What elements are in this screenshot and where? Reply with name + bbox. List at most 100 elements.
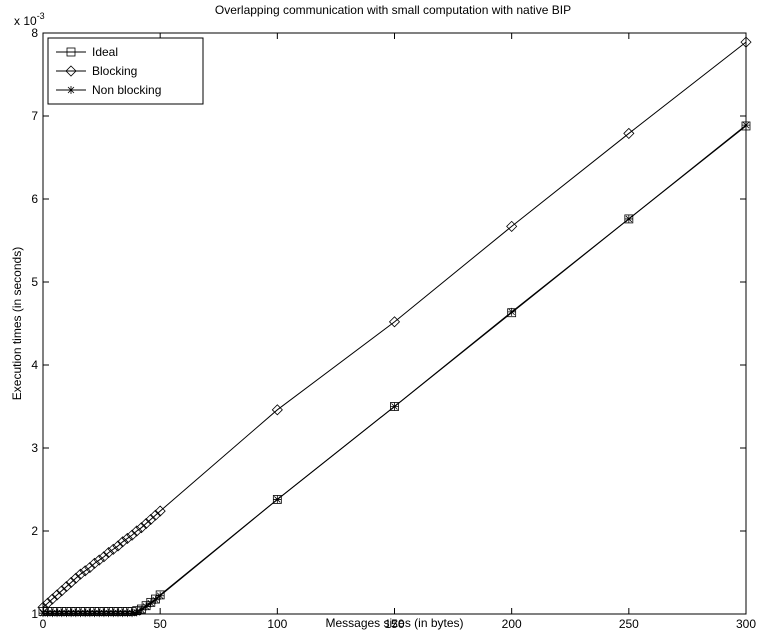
data-point-non-blocking bbox=[67, 609, 76, 618]
x-tick-label: 0 bbox=[40, 617, 47, 630]
data-point-non-blocking bbox=[99, 609, 108, 618]
data-point-non-blocking bbox=[151, 595, 160, 604]
data-point-non-blocking bbox=[57, 609, 66, 618]
data-point-blocking bbox=[98, 551, 110, 563]
data-point-non-blocking bbox=[128, 609, 137, 618]
legend-marker-blocking bbox=[65, 65, 77, 77]
series-line-non-blocking bbox=[43, 124, 747, 614]
data-point-non-blocking bbox=[71, 609, 80, 618]
legend-label-blocking: Blocking bbox=[92, 64, 137, 78]
data-point-blocking bbox=[42, 597, 54, 609]
series-blocking bbox=[37, 36, 752, 613]
data-point-blocking bbox=[154, 505, 166, 517]
data-point-non-blocking bbox=[146, 599, 155, 608]
data-point-blocking bbox=[388, 316, 401, 328]
x-tick-label: 50 bbox=[153, 617, 167, 630]
axis-ticks: 0 50 100 150 200 250 300 1 2 3 4 5 6 7 8 bbox=[31, 26, 756, 630]
data-point-non-blocking bbox=[76, 609, 85, 618]
plot-area bbox=[42, 32, 747, 615]
y-tick-label: 2 bbox=[31, 524, 38, 538]
data-point-blocking bbox=[84, 561, 96, 574]
y-tick-label: 3 bbox=[31, 441, 38, 455]
data-point-non-blocking bbox=[624, 214, 633, 223]
data-point-non-blocking bbox=[142, 602, 151, 611]
series-line-ideal bbox=[43, 125, 747, 613]
data-point-non-blocking bbox=[742, 121, 750, 130]
y-tick-label: 5 bbox=[31, 275, 38, 289]
data-point-blocking bbox=[103, 547, 115, 559]
legend-item-ideal: Ideal bbox=[56, 45, 118, 59]
data-point-non-blocking bbox=[507, 307, 516, 316]
data-point-blocking bbox=[93, 554, 105, 566]
data-point-blocking bbox=[65, 576, 77, 589]
data-point-blocking bbox=[117, 536, 129, 548]
legend-item-blocking: Blocking bbox=[56, 64, 137, 78]
data-point-non-blocking bbox=[113, 609, 122, 618]
data-point-blocking bbox=[112, 540, 124, 552]
data-point-blocking bbox=[70, 572, 82, 584]
x-tick-label: 150 bbox=[384, 617, 404, 630]
x-tick-label: 200 bbox=[502, 617, 522, 630]
series-layer bbox=[37, 36, 752, 618]
data-point-non-blocking bbox=[132, 608, 141, 617]
y-exponent-label: x 10-3 bbox=[14, 11, 45, 28]
data-point-blocking bbox=[740, 36, 752, 48]
data-point-non-blocking bbox=[39, 609, 47, 618]
data-point-non-blocking bbox=[43, 609, 52, 618]
data-point-blocking bbox=[140, 517, 152, 530]
data-point-blocking bbox=[623, 127, 635, 139]
y-tick-label: 7 bbox=[31, 109, 38, 123]
data-point-non-blocking bbox=[95, 609, 104, 618]
data-point-blocking bbox=[506, 220, 518, 232]
data-point-non-blocking bbox=[81, 609, 90, 618]
data-point-blocking bbox=[60, 581, 72, 593]
y-tick-label: 6 bbox=[31, 192, 38, 206]
x-tick-label: 100 bbox=[267, 617, 287, 630]
data-point-blocking bbox=[74, 568, 87, 580]
data-point-blocking bbox=[135, 522, 147, 534]
data-point-non-blocking bbox=[109, 609, 118, 618]
legend-marker-non-blocking bbox=[67, 86, 75, 94]
y-tick-label: 1 bbox=[31, 607, 38, 621]
series-non-blocking bbox=[39, 121, 750, 618]
y-exponent-base: x 10 bbox=[14, 14, 37, 28]
data-point-non-blocking bbox=[137, 605, 146, 614]
data-point-non-blocking bbox=[90, 609, 99, 618]
data-point-blocking bbox=[271, 404, 283, 416]
y-tick-label: 8 bbox=[31, 26, 38, 40]
y-axis-label: Execution times (in seconds) bbox=[10, 247, 24, 400]
x-tick-label: 250 bbox=[619, 617, 639, 630]
data-point-non-blocking bbox=[390, 402, 399, 411]
data-point-non-blocking bbox=[156, 591, 165, 600]
x-tick-label: 300 bbox=[736, 617, 756, 630]
legend: Ideal Blocking Non blocking bbox=[47, 37, 204, 105]
y-tick-label: 4 bbox=[31, 358, 38, 372]
data-point-non-blocking bbox=[118, 609, 127, 618]
series-ideal bbox=[38, 121, 751, 616]
data-point-blocking bbox=[131, 525, 143, 537]
data-point-blocking bbox=[145, 513, 157, 525]
data-point-blocking bbox=[149, 509, 162, 521]
data-point-blocking bbox=[56, 585, 68, 597]
data-point-blocking bbox=[107, 543, 119, 555]
y-exponent-power: -3 bbox=[37, 11, 45, 21]
data-point-blocking bbox=[46, 593, 58, 605]
legend-label-ideal: Ideal bbox=[92, 45, 118, 59]
series-line-blocking bbox=[42, 41, 747, 608]
legend-label-non-blocking: Non blocking bbox=[92, 83, 161, 97]
data-point-blocking bbox=[126, 529, 138, 541]
data-point-non-blocking bbox=[85, 609, 94, 618]
data-point-blocking bbox=[79, 565, 91, 577]
data-point-non-blocking bbox=[53, 609, 62, 618]
data-point-non-blocking bbox=[62, 609, 71, 618]
legend-marker-ideal bbox=[66, 47, 76, 57]
legend-item-non-blocking: Non blocking bbox=[56, 83, 161, 97]
data-point-blocking bbox=[51, 589, 63, 601]
data-point-non-blocking bbox=[48, 609, 57, 618]
data-point-non-blocking bbox=[104, 609, 113, 618]
data-point-non-blocking bbox=[273, 495, 282, 504]
data-point-blocking bbox=[88, 557, 101, 569]
x-axis-label: Messages sizes (in bytes) bbox=[325, 616, 463, 630]
chart-title: Overlapping communication with small com… bbox=[215, 3, 571, 17]
